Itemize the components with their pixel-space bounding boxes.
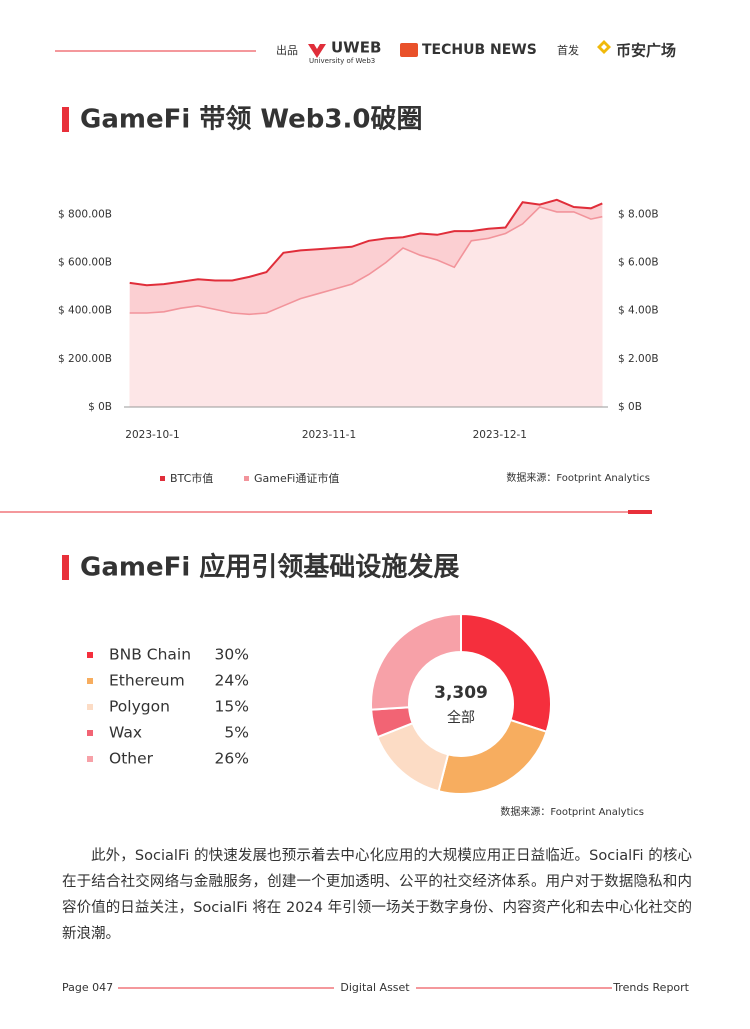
- chart-source: 数据来源：Footprint Analytics: [500, 805, 644, 818]
- binance-logo: [597, 40, 611, 54]
- legend-value: 30%: [215, 646, 249, 664]
- donut-slice: [370, 612, 462, 711]
- section-title: GameFi 带领 Web3.0破圈: [80, 104, 422, 135]
- legend-value: 5%: [224, 724, 249, 742]
- legend-marker: [87, 652, 93, 658]
- y-tick-label: $ 200.00B: [58, 353, 112, 365]
- legend-label: Ethereum: [109, 672, 185, 690]
- donut-center-value: 3,309: [434, 683, 488, 703]
- y-tick-label: $ 0B: [88, 401, 112, 413]
- footer-page: Page 047: [62, 981, 113, 994]
- legend-label: Other: [109, 750, 154, 768]
- donut-center-caption: 全部: [447, 709, 475, 726]
- legend-marker: [87, 756, 93, 762]
- y-tick-label: $ 600.00B: [58, 256, 112, 268]
- series-line: [129, 206, 603, 316]
- y2-tick-label: $ 4.00B: [618, 305, 659, 317]
- legend-label: BNB Chain: [109, 646, 191, 664]
- legend-label: BTC市值: [170, 471, 213, 485]
- donut-slice: [460, 612, 552, 734]
- donut-slice: [437, 718, 548, 795]
- legend-value: 24%: [215, 672, 249, 690]
- legend-label: Polygon: [109, 698, 170, 716]
- area-fill: [129, 207, 603, 407]
- y-tick-label: $ 400.00B: [58, 305, 112, 317]
- brand-binance: 币安广场: [616, 42, 676, 60]
- brand-techub: TECHUB NEWS: [422, 42, 537, 58]
- legend-value: 15%: [215, 698, 249, 716]
- x-tick-label: 2023-12-1: [473, 429, 527, 441]
- y2-tick-label: $ 2.00B: [618, 353, 659, 365]
- legend-label: Wax: [109, 724, 142, 742]
- section-title: GameFi 应用引领基础设施发展: [80, 552, 459, 583]
- y2-tick-label: $ 0B: [618, 401, 642, 413]
- y2-tick-label: $ 8.00B: [618, 208, 659, 220]
- section-rule-accent: [628, 510, 652, 514]
- legend-value: 26%: [215, 750, 249, 768]
- legend-marker: [244, 476, 249, 481]
- legend-marker: [87, 704, 93, 710]
- brand-uweb-sub: University of Web3: [309, 57, 375, 65]
- series-line: [129, 198, 603, 287]
- body-paragraph: 此外，SocialFi 的快速发展也预示着去中心化应用的大规模应用正日益临近。S…: [62, 848, 692, 942]
- x-tick-label: 2023-10-1: [125, 429, 179, 441]
- footer-center: Digital Asset: [340, 981, 410, 994]
- legend-marker: [87, 678, 93, 684]
- title-bar: [62, 107, 69, 132]
- chart-source: 数据来源：Footprint Analytics: [506, 471, 650, 484]
- footer-right: Trends Report: [612, 981, 689, 994]
- x-tick-label: 2023-11-1: [302, 429, 356, 441]
- title-bar: [62, 555, 69, 580]
- header-credit: 出品: [276, 43, 298, 57]
- legend-label: GameFi通证市值: [254, 471, 339, 485]
- y-tick-label: $ 800.00B: [58, 208, 112, 220]
- techub-logo: [400, 43, 418, 57]
- y2-tick-label: $ 6.00B: [618, 256, 659, 268]
- legend-marker: [160, 476, 165, 481]
- legend-marker: [87, 730, 93, 736]
- brand-uweb: UWEB: [331, 39, 381, 57]
- header-release: 首发: [557, 43, 579, 57]
- uweb-logo: [308, 44, 326, 58]
